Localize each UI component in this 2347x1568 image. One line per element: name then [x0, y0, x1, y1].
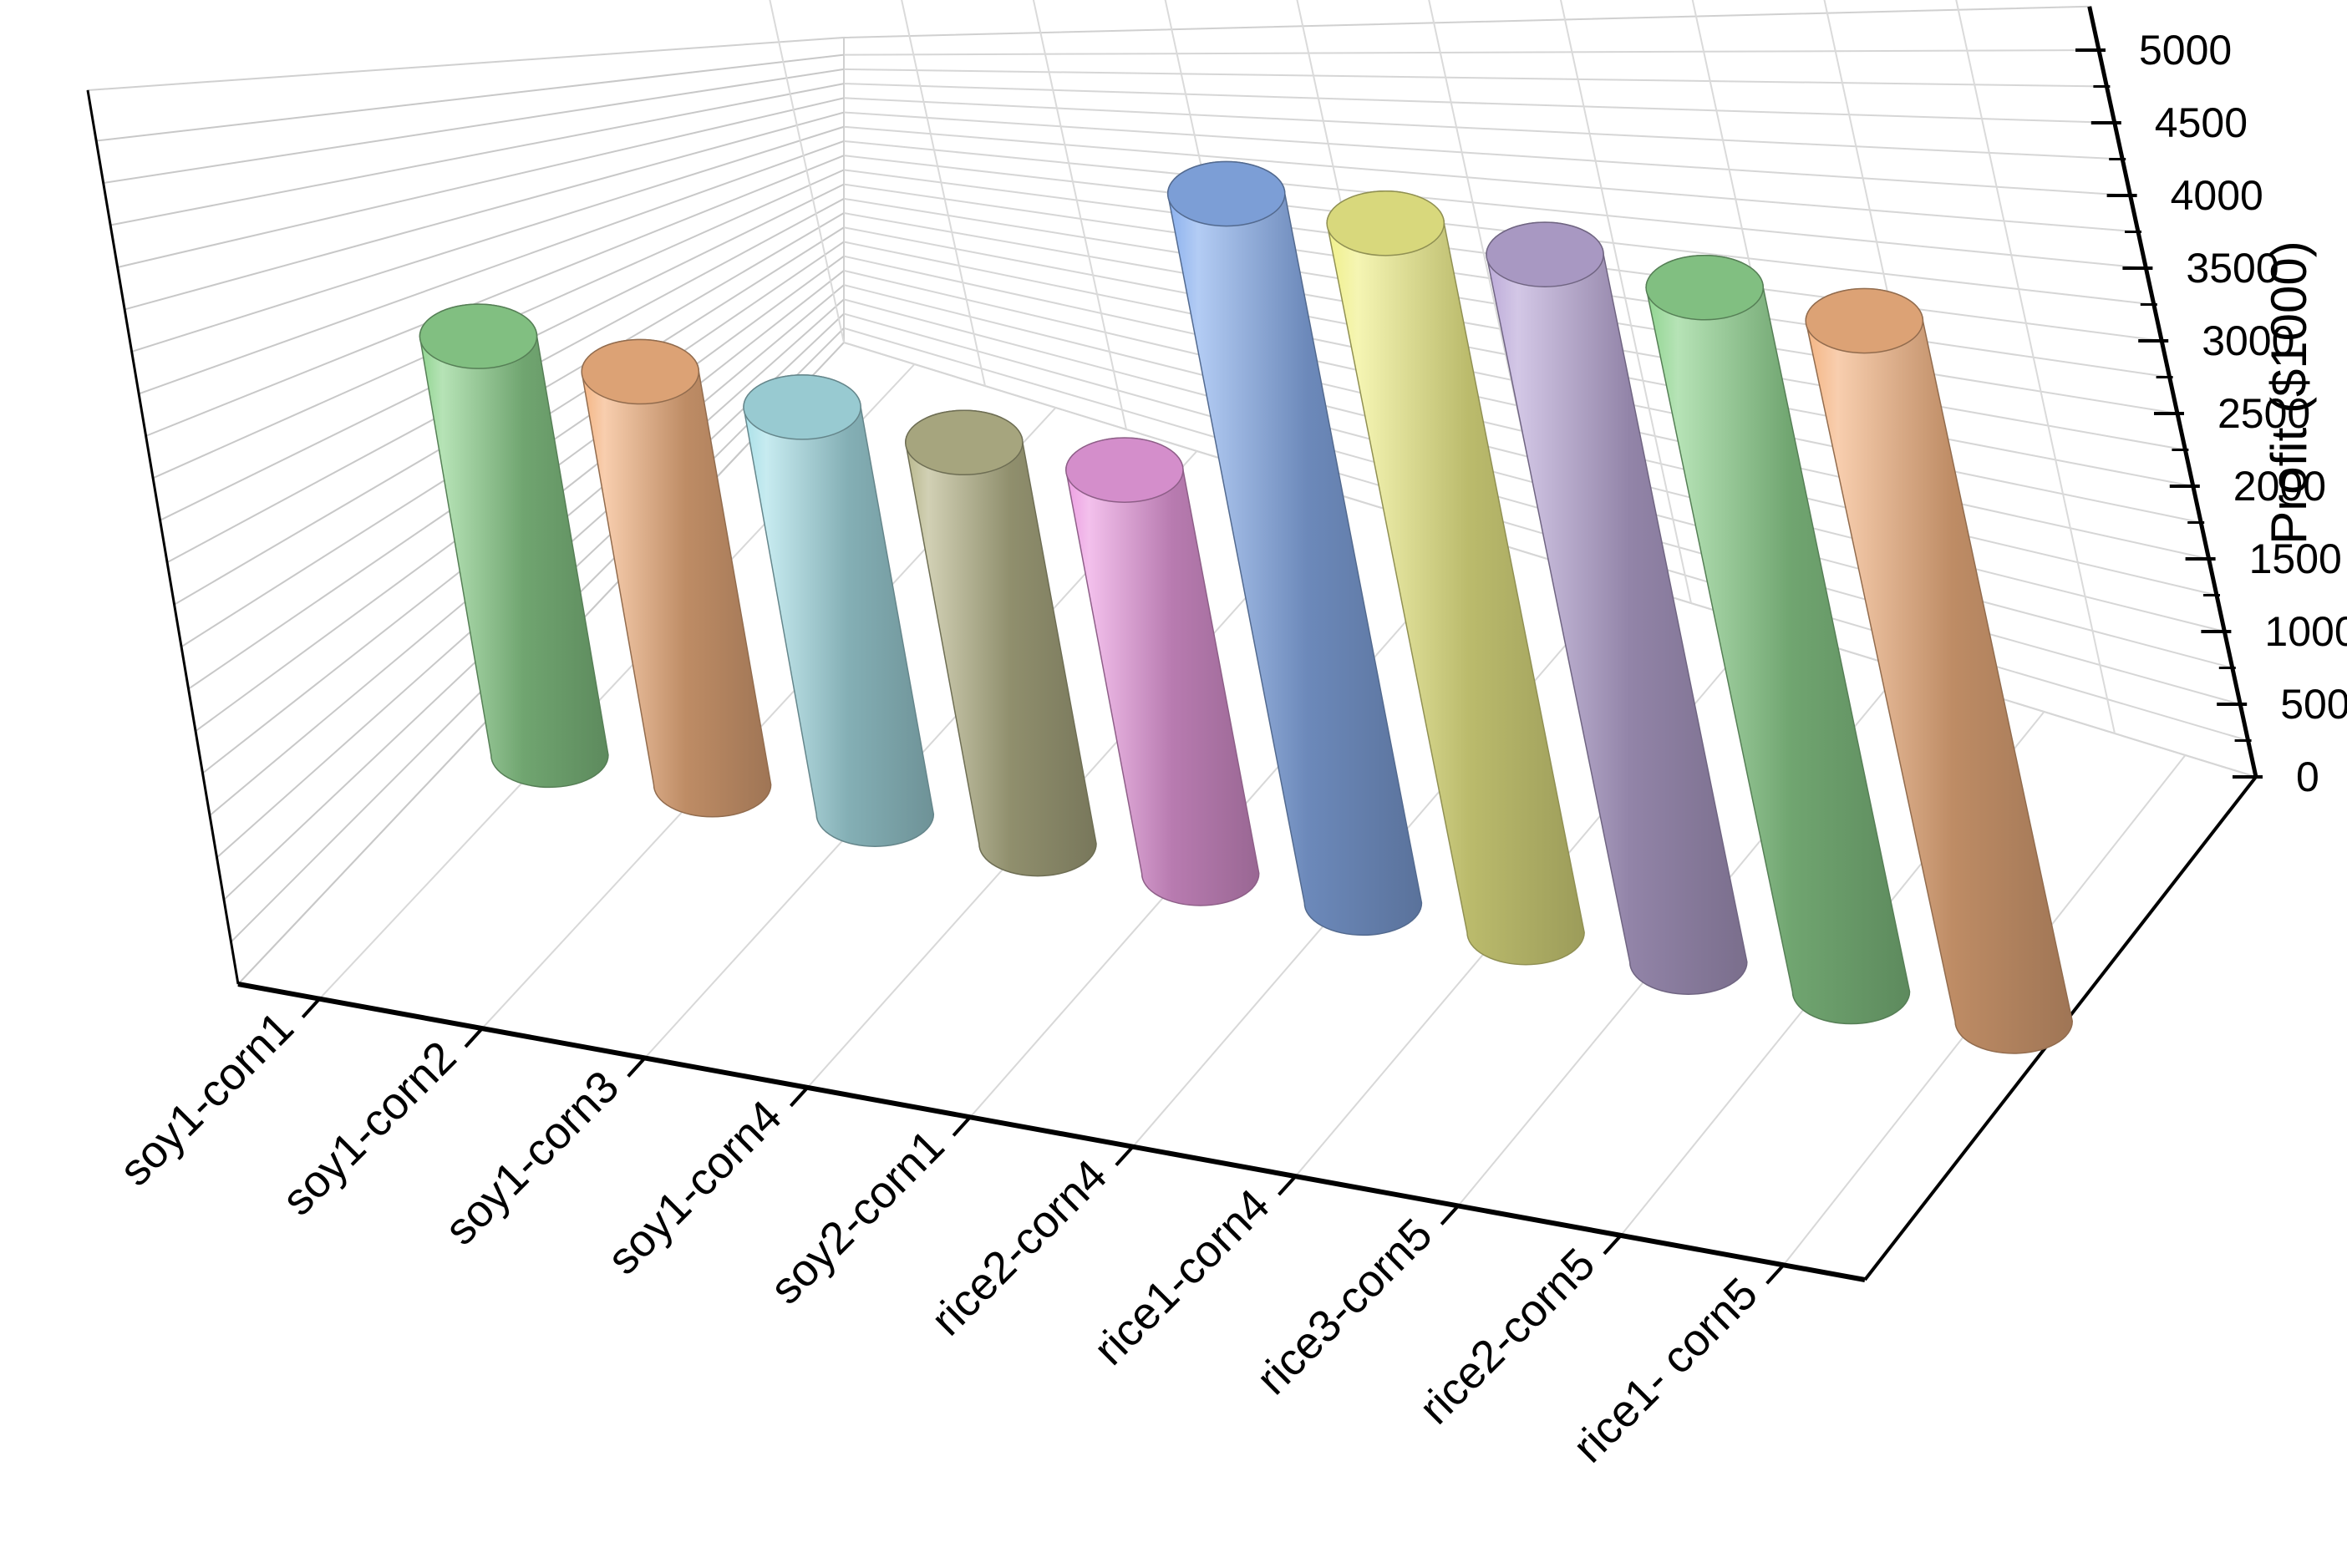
bar	[1645, 254, 1911, 1025]
y-axis-line	[2087, 6, 2258, 778]
bar-top	[905, 409, 1024, 476]
x-tick-label: rice1-corn4	[1085, 1180, 1279, 1374]
x-tick	[952, 1115, 972, 1137]
bar-top	[743, 374, 861, 440]
x-tick	[464, 1027, 484, 1048]
grid-line-vertical	[1559, 0, 1692, 604]
grid-line-back	[843, 111, 2131, 196]
grid-line-left	[96, 53, 845, 142]
x-tick	[789, 1086, 809, 1108]
grid-line-vertical	[769, 0, 845, 343]
x-tick-label: soy2-corn1	[760, 1120, 953, 1313]
y-tick-label: 2000	[2233, 463, 2326, 510]
bar-top	[1486, 221, 1604, 288]
y-tick-label: 4500	[2155, 99, 2248, 146]
y-tick-label: 3000	[2202, 317, 2294, 364]
grid-line-back	[843, 83, 2115, 124]
x-tick-label: soy1-corn1	[110, 1002, 303, 1195]
bar	[743, 374, 935, 847]
bar-top	[419, 303, 538, 369]
bar	[1065, 437, 1260, 906]
x-tick-label: rice2-corn4	[922, 1150, 1116, 1345]
x-tick-label: soy1-corn4	[598, 1091, 791, 1284]
grid-line-back	[843, 155, 2154, 306]
axes	[86, 6, 2263, 1285]
left-axis-line	[86, 89, 240, 985]
y-tick-label: 0	[2296, 754, 2319, 800]
bar	[1805, 287, 2073, 1054]
x-tick	[1278, 1175, 1298, 1196]
grid-line-left	[109, 83, 845, 226]
bar	[1326, 190, 1585, 966]
grid-line-left	[138, 140, 845, 395]
grid-line-left	[131, 125, 845, 353]
x-tick-label: soy1-corn3	[435, 1062, 628, 1255]
grid-line-vertical	[1955, 0, 2116, 734]
bar-top	[1065, 437, 1184, 503]
bar-top	[1166, 160, 1286, 227]
x-tick	[627, 1057, 647, 1078]
bar	[419, 303, 609, 789]
y-tick-label: 2500	[2217, 390, 2310, 437]
x-tick	[1115, 1145, 1135, 1167]
bar-top	[1326, 190, 1445, 256]
grid-line-left	[145, 155, 845, 437]
grid-line-vertical	[1032, 0, 1127, 430]
y-tick-label: 500	[2280, 681, 2347, 728]
x-tick	[1765, 1263, 1786, 1285]
grid-line-left	[124, 111, 845, 311]
grid-line-back	[843, 49, 2100, 56]
grid-line-back	[843, 140, 2146, 269]
x-tick-label: rice1- corn5	[1563, 1268, 1767, 1472]
y-tick-label: 4000	[2171, 172, 2263, 219]
bar	[905, 409, 1097, 877]
grid-line-vertical	[901, 0, 986, 387]
x-tick	[1440, 1205, 1460, 1225]
x-tick-label: rice2-corn5	[1410, 1239, 1604, 1434]
x-tick	[301, 997, 321, 1019]
y-tick-label: 5000	[2139, 27, 2232, 74]
y-tick-label: 3500	[2186, 245, 2278, 292]
x-axis-line	[237, 982, 1866, 1282]
y-axis-title: Profit ($1000)	[2261, 241, 2317, 545]
bar-top	[1805, 287, 1924, 354]
y-tick-label: 1000	[2264, 608, 2347, 655]
bar	[581, 338, 772, 818]
grid-line-left	[103, 68, 845, 185]
grid-line-back	[843, 125, 2139, 233]
bar	[1486, 221, 1748, 995]
grid-line-back	[843, 68, 2107, 88]
y-tick-label: 1500	[2249, 535, 2342, 582]
x-tick	[1603, 1234, 1623, 1256]
bar-top	[581, 338, 700, 405]
bar-body	[743, 374, 935, 847]
grid-line-left	[117, 97, 845, 268]
bars	[419, 160, 2073, 1054]
x-tick-label: soy1-corn2	[272, 1032, 465, 1225]
bar-top	[1645, 254, 1765, 321]
x-tick-label: rice3-corn5	[1247, 1210, 1441, 1404]
bar	[1166, 160, 1423, 936]
